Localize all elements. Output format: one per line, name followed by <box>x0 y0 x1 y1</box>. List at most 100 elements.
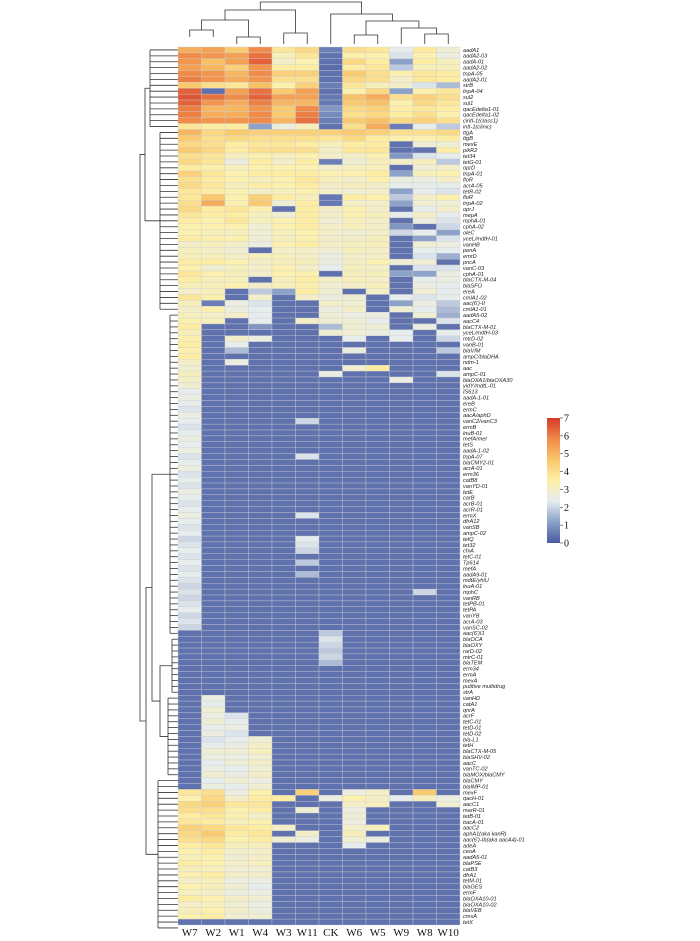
heatmap-cell <box>412 476 437 484</box>
row-label: oprJ <box>463 207 474 213</box>
heatmap-cell <box>365 547 390 554</box>
heatmap-cell <box>318 365 343 372</box>
heatmap-cell <box>342 447 367 454</box>
heatmap-cell <box>248 70 273 77</box>
heatmap-cell <box>412 447 437 454</box>
heatmap-cell <box>248 447 273 454</box>
heatmap-cell <box>177 624 202 631</box>
heatmap-cell <box>436 282 461 289</box>
heatmap-cell <box>248 353 273 360</box>
heatmap-cell <box>248 323 273 331</box>
heatmap-cell <box>342 329 367 336</box>
heatmap-cell <box>412 382 437 389</box>
heatmap-cell <box>412 46 437 54</box>
heatmap-cell <box>412 388 437 395</box>
heatmap-cell <box>365 388 390 395</box>
heatmap-cell <box>201 188 226 195</box>
heatmap-cell <box>177 93 202 101</box>
heatmap-cell <box>389 871 414 879</box>
heatmap-cell <box>436 712 461 719</box>
heatmap-cell <box>224 854 249 861</box>
heatmap-cell <box>271 341 296 348</box>
heatmap-cell <box>412 353 437 360</box>
heatmap-cell <box>201 105 226 112</box>
heatmap-cell <box>224 200 249 207</box>
heatmap-cell <box>248 247 273 254</box>
heatmap-cell <box>271 194 296 201</box>
heatmap-cell <box>412 871 437 879</box>
heatmap-cell <box>318 600 343 607</box>
row-label: cphA-01 <box>463 272 484 278</box>
heatmap-cell <box>248 530 273 537</box>
heatmap-cell <box>201 400 226 407</box>
heatmap-cell <box>436 877 461 884</box>
heatmap-cell <box>342 559 367 566</box>
legend-tick-label: 5 <box>564 449 569 460</box>
heatmap-cell <box>224 471 249 478</box>
row-label: ampC/blaDHA <box>463 354 499 360</box>
heatmap-cell <box>436 435 461 442</box>
heatmap-cell <box>224 518 249 525</box>
heatmap-cell <box>342 105 367 112</box>
heatmap-cell <box>389 46 414 54</box>
heatmap-cell <box>412 665 437 672</box>
heatmap-cell <box>295 895 320 902</box>
heatmap-cell <box>412 394 437 401</box>
heatmap-cell <box>201 683 226 690</box>
heatmap-cell <box>436 200 461 207</box>
heatmap-cell <box>224 453 249 460</box>
heatmap-cell <box>365 600 390 607</box>
heatmap-cell <box>177 141 202 148</box>
heatmap-cell <box>271 512 296 519</box>
heatmap-cell <box>224 759 249 767</box>
heatmap-cell <box>177 901 202 908</box>
heatmap-cell <box>436 860 461 867</box>
heatmap-cell <box>412 176 437 183</box>
heatmap-cell <box>365 907 390 914</box>
heatmap-cell <box>224 418 249 425</box>
heatmap-cell <box>318 518 343 525</box>
heatmap-cell <box>342 141 367 148</box>
heatmap-cell <box>224 683 249 690</box>
heatmap-cell <box>224 294 249 301</box>
heatmap-cell <box>436 565 461 572</box>
heatmap-cell <box>436 235 461 242</box>
heatmap-cell <box>295 105 320 112</box>
heatmap-cell <box>295 718 320 725</box>
heatmap-cell <box>177 618 202 625</box>
heatmap-cell <box>342 641 367 649</box>
heatmap-cell <box>436 164 461 171</box>
heatmap-cell <box>436 806 461 814</box>
heatmap-cell <box>271 506 296 513</box>
heatmap-cell <box>201 636 226 643</box>
row-label: Tp614 <box>463 560 479 566</box>
heatmap-cell <box>412 695 437 702</box>
heatmap-cell <box>201 453 226 460</box>
row-label: cfxA <box>463 549 474 555</box>
row-label: mtrD-02 <box>463 337 484 343</box>
heatmap-cell <box>248 406 273 413</box>
row-label: pncA <box>462 260 476 266</box>
column-label: W10 <box>438 927 460 939</box>
row-label: catB8 <box>463 478 478 484</box>
heatmap-cell <box>365 76 390 83</box>
row-label: ereB <box>463 401 475 407</box>
heatmap-cell <box>201 429 226 437</box>
heatmap-cell <box>224 46 249 54</box>
heatmap-cell <box>389 594 414 602</box>
heatmap-cell <box>295 70 320 77</box>
heatmap-cell <box>342 860 367 867</box>
heatmap-cell <box>412 152 437 160</box>
row-label: tet34 <box>463 154 475 160</box>
heatmap-cell <box>318 441 343 448</box>
heatmap-cell <box>318 406 343 413</box>
heatmap-cell <box>365 329 390 336</box>
heatmap-cell <box>248 58 273 65</box>
heatmap-cell <box>342 506 367 513</box>
heatmap-cell <box>342 217 367 224</box>
heatmap-cell <box>248 99 273 107</box>
heatmap-cell <box>436 341 461 348</box>
heatmap-cell <box>295 441 320 448</box>
heatmap-cell <box>295 806 320 814</box>
row-label: tetR-02 <box>463 189 482 195</box>
